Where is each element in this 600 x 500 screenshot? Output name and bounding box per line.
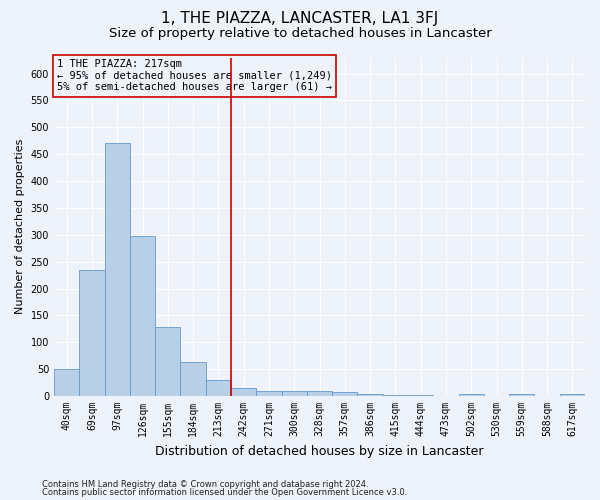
- Bar: [231, 388, 256, 396]
- Bar: [458, 394, 484, 396]
- Y-axis label: Number of detached properties: Number of detached properties: [15, 139, 25, 314]
- Bar: [408, 395, 433, 396]
- Bar: [54, 369, 79, 396]
- Bar: [181, 362, 206, 396]
- Text: Contains public sector information licensed under the Open Government Licence v3: Contains public sector information licen…: [42, 488, 407, 497]
- Bar: [509, 394, 535, 396]
- Text: 1 THE PIAZZA: 217sqm
← 95% of detached houses are smaller (1,249)
5% of semi-det: 1 THE PIAZZA: 217sqm ← 95% of detached h…: [56, 59, 332, 92]
- Bar: [79, 270, 104, 396]
- Bar: [104, 144, 130, 396]
- Bar: [307, 390, 332, 396]
- Bar: [130, 236, 155, 396]
- X-axis label: Distribution of detached houses by size in Lancaster: Distribution of detached houses by size …: [155, 444, 484, 458]
- Text: Size of property relative to detached houses in Lancaster: Size of property relative to detached ho…: [109, 28, 491, 40]
- Bar: [332, 392, 358, 396]
- Text: Contains HM Land Registry data © Crown copyright and database right 2024.: Contains HM Land Registry data © Crown c…: [42, 480, 368, 489]
- Bar: [155, 328, 181, 396]
- Bar: [281, 391, 307, 396]
- Text: 1, THE PIAZZA, LANCASTER, LA1 3FJ: 1, THE PIAZZA, LANCASTER, LA1 3FJ: [161, 11, 439, 26]
- Bar: [560, 394, 585, 396]
- Bar: [358, 394, 383, 396]
- Bar: [256, 391, 281, 396]
- Bar: [206, 380, 231, 396]
- Bar: [383, 395, 408, 396]
